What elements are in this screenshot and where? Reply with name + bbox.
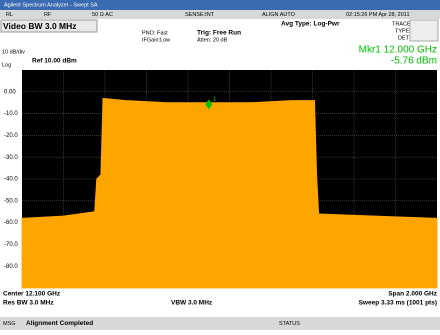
sweep: Sweep 3.33 ms (1001 pts)	[359, 300, 437, 307]
y-tick-label: -70.0	[4, 242, 18, 248]
message: Alignment Completed	[26, 320, 93, 327]
y-tick-label: -60.0	[4, 220, 18, 226]
status-rf: RF	[44, 12, 52, 18]
attenuation: Atten: 20 dB	[197, 37, 228, 43]
det-label: DET	[398, 35, 410, 41]
status-label: STATUS	[279, 321, 300, 327]
status-rl: RL	[6, 12, 13, 18]
y-tick-label: 0.00	[4, 89, 16, 95]
marker	[205, 99, 213, 110]
scale-type: Log	[2, 62, 11, 68]
y-tick-label: -30.0	[4, 155, 18, 161]
marker-frequency: Mkr1 12.000 GHz	[359, 45, 437, 56]
active-function: Video BW 3.0 MHz	[3, 21, 77, 31]
pno: PNO: Fast	[142, 30, 168, 36]
window-title: Agilent Spectrum Analyzer - Swept SA	[4, 2, 98, 8]
scale: 10 dB/div	[2, 49, 25, 55]
toolbar	[0, 10, 440, 19]
trigger: Trig: Free Run	[197, 30, 241, 37]
span: Span 2.000 GHz	[388, 291, 438, 298]
y-tick-label: -50.0	[4, 198, 18, 204]
avg-type: Avg Type: Log-Pwr	[281, 21, 340, 28]
status-sense: SENSE:INT	[185, 12, 215, 18]
marker-level: -5.76 dBm	[391, 56, 437, 67]
center-frequency: Center 12.100 GHz	[3, 291, 61, 298]
status-time: 02:15:26 PM Apr 28, 2011	[346, 12, 410, 18]
active-function-box	[0, 19, 98, 33]
if-gain: IFGain:Low	[142, 37, 170, 43]
ref-level: Ref 10.00 dBm	[32, 58, 77, 65]
y-tick-label: -20.0	[4, 133, 18, 139]
msg-label: MSG	[3, 321, 16, 327]
y-tick-label: -10.0	[4, 111, 18, 117]
vbw: VBW 3.0 MHz	[171, 300, 213, 307]
marker-name: 1	[213, 97, 217, 103]
type-label: TYPE	[395, 28, 410, 34]
trace-label: TRACE	[392, 21, 411, 27]
message-bar	[0, 317, 440, 330]
plot: 1	[21, 70, 438, 289]
status-coupling: 50 Ω AC	[92, 12, 113, 18]
y-tick-label: -40.0	[4, 177, 18, 183]
status-align: ALIGN AUTO	[262, 12, 296, 18]
y-tick-label: -80.0	[4, 264, 18, 270]
res-bw: Res BW 3.0 MHz	[3, 300, 54, 307]
title-bar	[0, 0, 440, 10]
trace-indicator	[409, 19, 439, 42]
